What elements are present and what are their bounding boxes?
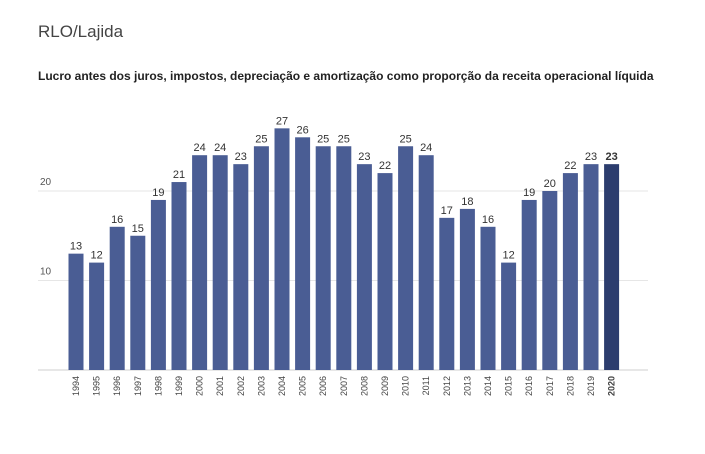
bar (521, 199, 537, 370)
data-label: 25 (255, 133, 267, 145)
data-label: 21 (173, 169, 185, 181)
page-title: RLO/Lajida (38, 22, 124, 41)
bar (274, 128, 290, 370)
y-tick-label: 10 (40, 267, 52, 278)
bar (377, 173, 393, 370)
x-tick-label: 1998 (153, 376, 163, 396)
data-label: 20 (544, 178, 556, 190)
data-label: 23 (358, 151, 370, 163)
bar (336, 146, 352, 370)
bar (109, 226, 125, 370)
bar (68, 253, 84, 370)
bar (604, 164, 620, 370)
data-label: 24 (214, 142, 226, 154)
bar (418, 155, 434, 370)
data-label: 25 (399, 133, 411, 145)
data-label: 25 (317, 133, 329, 145)
data-label: 24 (420, 142, 432, 154)
data-label: 26 (296, 124, 308, 136)
data-label: 22 (379, 160, 391, 172)
data-label: 22 (564, 160, 576, 172)
data-label: 17 (441, 205, 453, 217)
data-label: 12 (90, 250, 102, 262)
x-tick-label: 2002 (236, 376, 246, 396)
data-label: 12 (502, 250, 514, 262)
bar (233, 164, 249, 370)
data-label: 16 (482, 214, 494, 226)
data-label: 19 (152, 187, 164, 199)
x-tick-label: 2020 (607, 376, 617, 396)
data-label: 19 (523, 187, 535, 199)
x-tick-label: 2000 (195, 376, 205, 396)
x-tick-label: 2003 (256, 376, 266, 396)
x-tick-label: 2014 (483, 376, 493, 396)
x-tick-label: 2007 (339, 376, 349, 396)
bar (562, 173, 578, 370)
data-label: 25 (338, 133, 350, 145)
bar (459, 208, 475, 370)
bar (130, 235, 146, 370)
x-tick-label: 2009 (380, 376, 390, 396)
x-tick-label: 2010 (401, 376, 411, 396)
bar (356, 164, 372, 370)
x-tick-label: 2017 (545, 376, 555, 396)
bar (480, 226, 496, 370)
data-label: 27 (276, 115, 288, 127)
bar (398, 146, 414, 370)
data-label: 23 (605, 151, 617, 163)
bar (583, 164, 599, 370)
data-label: 15 (132, 223, 144, 235)
x-tick-label: 2016 (524, 376, 534, 396)
bar (295, 137, 311, 370)
x-tick-label: 2012 (442, 376, 452, 396)
data-label: 13 (70, 241, 82, 253)
data-label: 23 (585, 151, 597, 163)
x-tick-label: 2005 (298, 376, 308, 396)
bar (253, 146, 269, 370)
x-tick-label: 1994 (71, 376, 81, 396)
data-label: 23 (235, 151, 247, 163)
bar (192, 155, 208, 370)
bar (315, 146, 331, 370)
x-tick-label: 1996 (112, 376, 122, 396)
data-label: 16 (111, 214, 123, 226)
x-tick-label: 1997 (133, 376, 143, 396)
x-tick-label: 2006 (318, 376, 328, 396)
bar (89, 262, 105, 370)
data-label: 18 (461, 196, 473, 208)
bar (542, 191, 558, 370)
bar (439, 217, 455, 370)
bar (212, 155, 228, 370)
data-label: 24 (193, 142, 205, 154)
bar (501, 262, 517, 370)
x-tick-label: 1995 (92, 376, 102, 396)
x-tick-label: 2015 (504, 376, 514, 396)
x-tick-label: 2013 (462, 376, 472, 396)
chart-title: Lucro antes dos juros, impostos, depreci… (38, 69, 654, 83)
x-tick-label: 1999 (174, 376, 184, 396)
x-tick-label: 2008 (359, 376, 369, 396)
x-tick-label: 2004 (277, 376, 287, 396)
bar (171, 182, 187, 370)
x-tick-label: 2018 (565, 376, 575, 396)
x-tick-label: 2001 (215, 376, 225, 396)
bar (150, 199, 166, 370)
x-tick-label: 2011 (421, 376, 431, 395)
x-tick-label: 2019 (586, 376, 596, 396)
y-tick-label: 20 (40, 177, 52, 188)
